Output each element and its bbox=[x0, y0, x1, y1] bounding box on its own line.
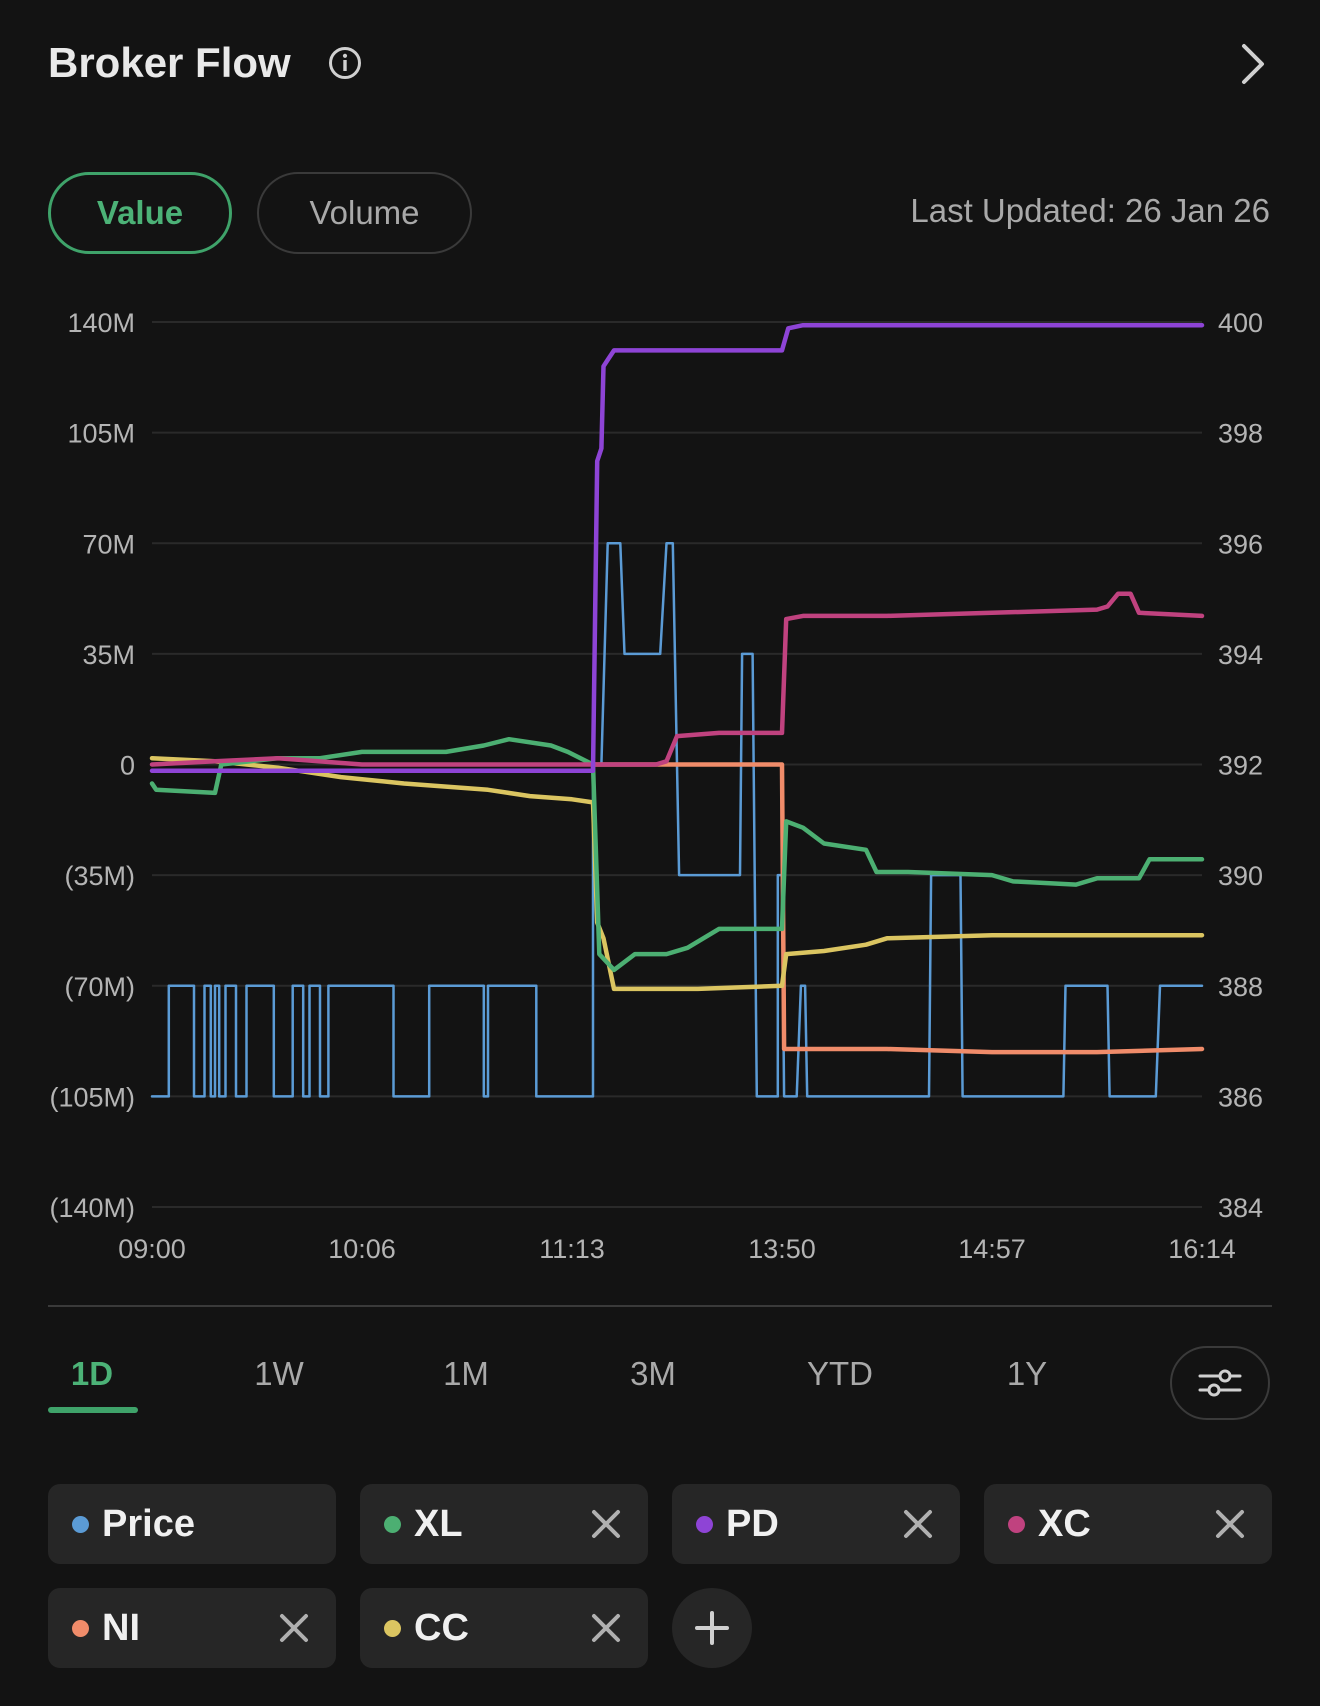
legend-chip-label: PD bbox=[726, 1503, 779, 1545]
y-left-tick-label: 35M bbox=[82, 640, 135, 670]
y-left-tick-label: 105M bbox=[67, 419, 135, 449]
range-tab-1y[interactable]: 1Y bbox=[1006, 1355, 1048, 1392]
y-left-tick-label: 70M bbox=[82, 529, 135, 559]
y-right-tick-label: 390 bbox=[1218, 861, 1263, 891]
legend-color-dot bbox=[72, 1620, 89, 1637]
page-title: Broker Flow bbox=[48, 39, 291, 86]
value-toggle-button[interactable]: Value bbox=[48, 172, 232, 254]
y-right-tick-label: 394 bbox=[1218, 640, 1263, 670]
broker-flow-chart[interactable]: 140M 105M 70M 35M 0 (35M) (70M) (105M) (140M) 400… bbox=[0, 290, 1320, 1270]
legend-chip-pd[interactable]: PD bbox=[672, 1484, 960, 1564]
legend-color-dot bbox=[384, 1516, 401, 1533]
info-icon[interactable] bbox=[328, 46, 362, 80]
y-left-tick-label: 0 bbox=[120, 751, 135, 781]
range-tab-1d[interactable]: 1D bbox=[70, 1355, 114, 1392]
y-right-tick-label: 388 bbox=[1218, 972, 1263, 1002]
legend-chip-label: XC bbox=[1038, 1503, 1091, 1545]
series-line-ni bbox=[590, 762, 1205, 1055]
last-updated-text: Last Updated: 26 Jan 26 bbox=[910, 192, 1270, 229]
range-tab-1w[interactable]: 1W bbox=[254, 1355, 304, 1392]
series-line-cc bbox=[149, 755, 1205, 992]
x-tick-label: 14:57 bbox=[958, 1234, 1026, 1264]
legend-color-dot bbox=[1008, 1516, 1025, 1533]
legend-chip-cc[interactable]: CC bbox=[360, 1588, 648, 1668]
x-tick-label: 10:06 bbox=[328, 1234, 396, 1264]
x-tick-label: 16:14 bbox=[1168, 1234, 1236, 1264]
divider bbox=[48, 1305, 1272, 1307]
legend-chip-xl[interactable]: XL bbox=[360, 1484, 648, 1564]
header: Broker Flow bbox=[48, 38, 1272, 88]
range-tab-ytd[interactable]: YTD bbox=[807, 1355, 873, 1392]
y-right-tick-label: 384 bbox=[1218, 1193, 1263, 1223]
legend-chip-label: Price bbox=[102, 1503, 195, 1545]
sliders-icon bbox=[1198, 1369, 1242, 1397]
volume-toggle-button[interactable]: Volume bbox=[257, 172, 472, 254]
legend-color-dot bbox=[696, 1516, 713, 1533]
close-icon[interactable] bbox=[588, 1506, 624, 1542]
legend-chip-xc[interactable]: XC bbox=[984, 1484, 1272, 1564]
range-tab-1m[interactable]: 1M bbox=[443, 1355, 489, 1392]
chart-settings-button[interactable] bbox=[1170, 1346, 1270, 1420]
add-series-button[interactable] bbox=[672, 1588, 752, 1668]
y-right-tick-label: 386 bbox=[1218, 1082, 1263, 1112]
series-line-xc bbox=[149, 591, 1205, 767]
legend-chip-price[interactable]: Price bbox=[48, 1484, 336, 1564]
close-icon[interactable] bbox=[900, 1506, 936, 1542]
active-range-underline bbox=[48, 1407, 138, 1413]
y-right-tick-label: 396 bbox=[1218, 529, 1263, 559]
x-tick-label: 09:00 bbox=[118, 1234, 186, 1264]
y-left-tick-label: 140M bbox=[67, 308, 135, 338]
y-left-tick-label: (140M) bbox=[49, 1193, 135, 1223]
x-tick-label: 13:50 bbox=[748, 1234, 816, 1264]
legend-chip-label: NI bbox=[102, 1607, 140, 1649]
close-icon[interactable] bbox=[1212, 1506, 1248, 1542]
x-tick-label: 11:13 bbox=[539, 1234, 605, 1264]
close-icon[interactable] bbox=[588, 1610, 624, 1646]
y-right-tick-label: 398 bbox=[1218, 419, 1263, 449]
plus-icon bbox=[695, 1611, 729, 1645]
legend-color-dot bbox=[72, 1516, 89, 1533]
series-line-pd bbox=[149, 322, 1205, 774]
range-tab-3m[interactable]: 3M bbox=[630, 1355, 676, 1392]
close-icon[interactable] bbox=[276, 1610, 312, 1646]
chevron-right-icon[interactable] bbox=[1232, 42, 1272, 86]
legend-color-dot bbox=[384, 1620, 401, 1637]
legend-chip-label: XL bbox=[414, 1503, 463, 1545]
y-right-tick-label: 400 bbox=[1218, 308, 1263, 338]
y-right-tick-label: 392 bbox=[1218, 751, 1263, 781]
y-left-tick-label: (70M) bbox=[64, 972, 135, 1002]
y-left-tick-label: (105M) bbox=[49, 1082, 135, 1112]
legend-chip-ni[interactable]: NI bbox=[48, 1588, 336, 1668]
series-line-price bbox=[150, 542, 1204, 1098]
y-left-tick-label: (35M) bbox=[64, 861, 135, 891]
legend-chip-label: CC bbox=[414, 1607, 469, 1649]
series-line-xl bbox=[149, 736, 1205, 973]
